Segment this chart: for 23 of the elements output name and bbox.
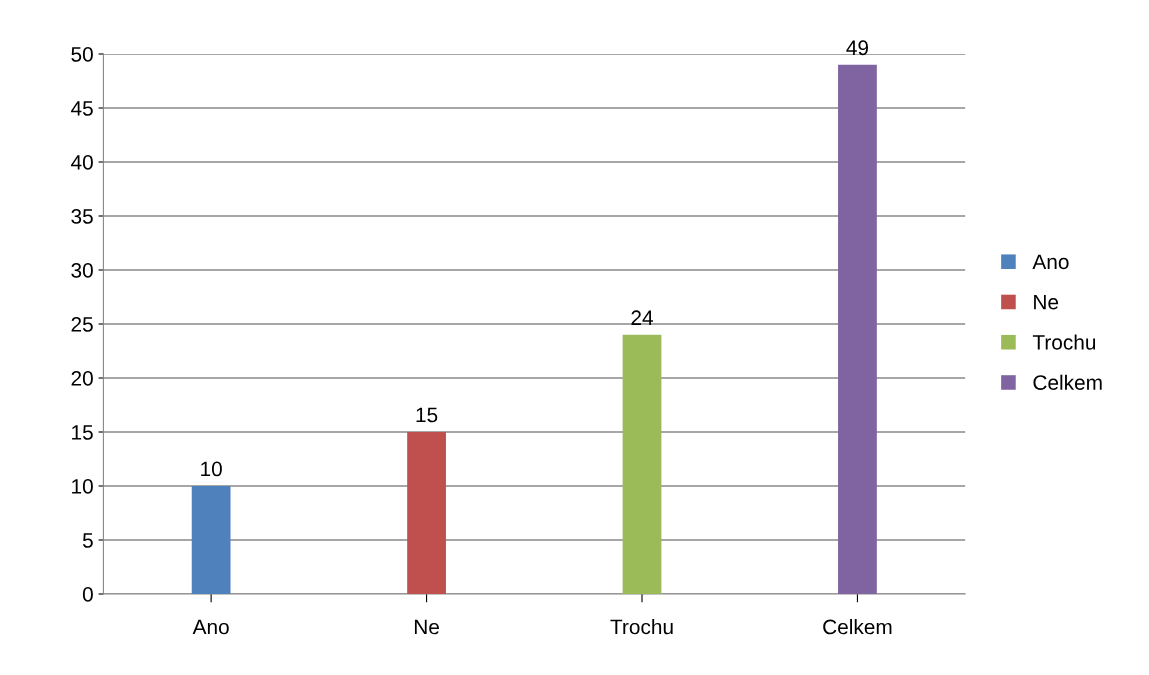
data-label: 10 [201, 461, 222, 477]
legend-label: Trochu [1032, 334, 1096, 350]
y-tick-label: 0 [82, 587, 93, 602]
y-tick-label: 40 [71, 155, 93, 170]
y-tick-label: 50 [71, 47, 93, 62]
y-tick-label: 25 [71, 317, 93, 332]
x-tick-label: Trochu [610, 619, 673, 635]
data-label: 24 [631, 310, 653, 325]
x-tick-label: Celkem [823, 619, 892, 635]
legend-label: Ne [1034, 294, 1059, 310]
y-tick-label: 15 [72, 425, 93, 440]
legend-label: Ano [1032, 254, 1069, 270]
y-tick-label: 5 [82, 533, 93, 548]
data-label: 15 [416, 407, 438, 423]
x-tick-label: Ano [192, 619, 229, 635]
y-tick-label: 10 [72, 479, 93, 494]
y-tick-label: 30 [71, 263, 93, 278]
legend-label: Celkem [1033, 374, 1102, 390]
x-tick-label: Ne [414, 619, 439, 635]
data-label: 49 [846, 40, 869, 56]
y-tick-label: 35 [71, 209, 93, 224]
y-tick-label: 20 [71, 371, 93, 386]
y-tick-label: 45 [71, 101, 93, 116]
